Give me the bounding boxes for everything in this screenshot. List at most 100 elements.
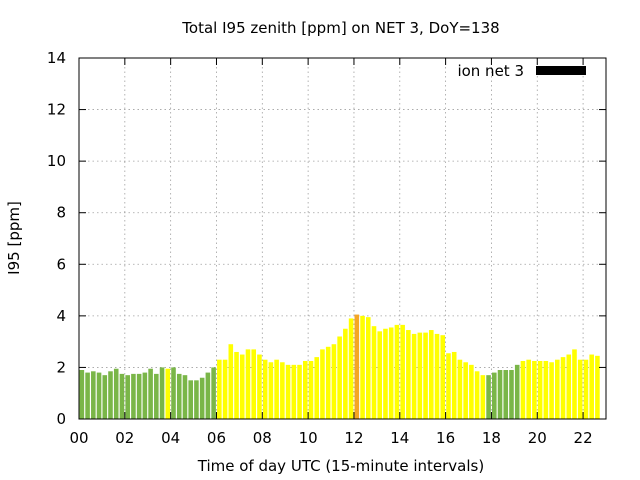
bar bbox=[331, 344, 337, 419]
bar bbox=[343, 328, 348, 419]
bar bbox=[480, 375, 486, 419]
bar bbox=[595, 355, 600, 419]
bar bbox=[417, 332, 423, 419]
bar bbox=[486, 375, 491, 419]
bar bbox=[113, 368, 119, 419]
bar bbox=[182, 375, 188, 419]
bar bbox=[492, 372, 497, 419]
bar bbox=[297, 364, 302, 419]
y-tick-label: 10 bbox=[47, 152, 66, 170]
bar bbox=[257, 354, 262, 419]
bar bbox=[543, 360, 549, 419]
bar bbox=[308, 360, 314, 419]
grid bbox=[79, 58, 606, 419]
bar bbox=[325, 346, 331, 419]
bar bbox=[377, 331, 383, 419]
bar bbox=[274, 359, 279, 419]
bar bbox=[469, 364, 474, 419]
bar bbox=[320, 349, 325, 419]
bar bbox=[228, 344, 234, 419]
bar bbox=[85, 372, 90, 419]
bar bbox=[566, 354, 572, 419]
bar bbox=[337, 336, 342, 419]
bar bbox=[96, 372, 102, 419]
bars bbox=[79, 314, 600, 420]
y-tick-label: 2 bbox=[56, 358, 66, 376]
x-axis-label: Time of day UTC (15-minute intervals) bbox=[197, 457, 484, 475]
bar bbox=[268, 362, 274, 419]
bar bbox=[102, 375, 108, 419]
x-tick-label: 16 bbox=[436, 429, 455, 447]
bar bbox=[188, 380, 193, 419]
bar bbox=[131, 373, 136, 420]
bar bbox=[451, 351, 457, 419]
y-tick-label: 14 bbox=[47, 49, 66, 67]
bar bbox=[474, 371, 480, 419]
bar bbox=[262, 359, 268, 419]
bar bbox=[446, 353, 451, 419]
bar bbox=[280, 362, 285, 419]
bar bbox=[406, 330, 411, 419]
x-tick-label: 22 bbox=[574, 429, 593, 447]
bar bbox=[348, 318, 354, 419]
bar bbox=[148, 368, 153, 419]
bar bbox=[411, 333, 417, 419]
bar bbox=[165, 368, 171, 419]
y-tick-label: 8 bbox=[56, 204, 66, 222]
bar bbox=[285, 364, 291, 419]
x-tick-label: 18 bbox=[482, 429, 501, 447]
bar bbox=[91, 371, 96, 419]
bar bbox=[365, 317, 371, 419]
bar bbox=[383, 328, 388, 419]
bar bbox=[291, 364, 297, 419]
bar bbox=[532, 360, 537, 419]
legend: ion net 3 bbox=[457, 62, 586, 80]
bar bbox=[234, 351, 239, 419]
x-tick-label: 02 bbox=[115, 429, 134, 447]
x-tick-label: 08 bbox=[253, 429, 272, 447]
bar bbox=[509, 370, 514, 419]
legend-label: ion net 3 bbox=[457, 62, 524, 80]
bar bbox=[537, 360, 543, 419]
bar bbox=[360, 315, 365, 419]
y-tick-label: 4 bbox=[56, 307, 66, 325]
bar bbox=[526, 359, 531, 419]
bar bbox=[429, 330, 434, 419]
bar bbox=[251, 349, 256, 419]
bar bbox=[211, 367, 216, 419]
chart-title: Total I95 zenith [ppm] on NET 3, DoY=138 bbox=[181, 19, 499, 37]
x-tick-label: 12 bbox=[344, 429, 363, 447]
bar bbox=[555, 359, 560, 419]
bar bbox=[560, 357, 566, 419]
bar bbox=[520, 360, 526, 419]
bar bbox=[354, 314, 360, 419]
bar bbox=[457, 359, 463, 419]
bar bbox=[222, 359, 228, 419]
plot-frame bbox=[78, 57, 607, 420]
x-tick-label: 20 bbox=[528, 429, 547, 447]
bar bbox=[572, 349, 577, 419]
x-tick-label: 10 bbox=[299, 429, 318, 447]
ticks bbox=[78, 57, 606, 420]
y-axis-label: I95 [ppm] bbox=[5, 201, 23, 275]
bar bbox=[108, 371, 113, 419]
bar bbox=[589, 354, 594, 419]
bar bbox=[239, 354, 245, 419]
bar bbox=[514, 364, 520, 419]
bar bbox=[176, 373, 182, 420]
bar bbox=[159, 367, 165, 419]
bar bbox=[194, 380, 199, 419]
bar bbox=[394, 324, 400, 419]
bar bbox=[205, 372, 211, 419]
bar bbox=[79, 370, 85, 419]
bar bbox=[497, 370, 503, 419]
x-tick-label: 06 bbox=[207, 429, 226, 447]
bar bbox=[171, 367, 176, 419]
bar bbox=[440, 335, 446, 419]
x-tick-label: 04 bbox=[161, 429, 180, 447]
x-tick-label: 14 bbox=[390, 429, 409, 447]
bar bbox=[119, 373, 125, 420]
bar bbox=[434, 333, 440, 419]
